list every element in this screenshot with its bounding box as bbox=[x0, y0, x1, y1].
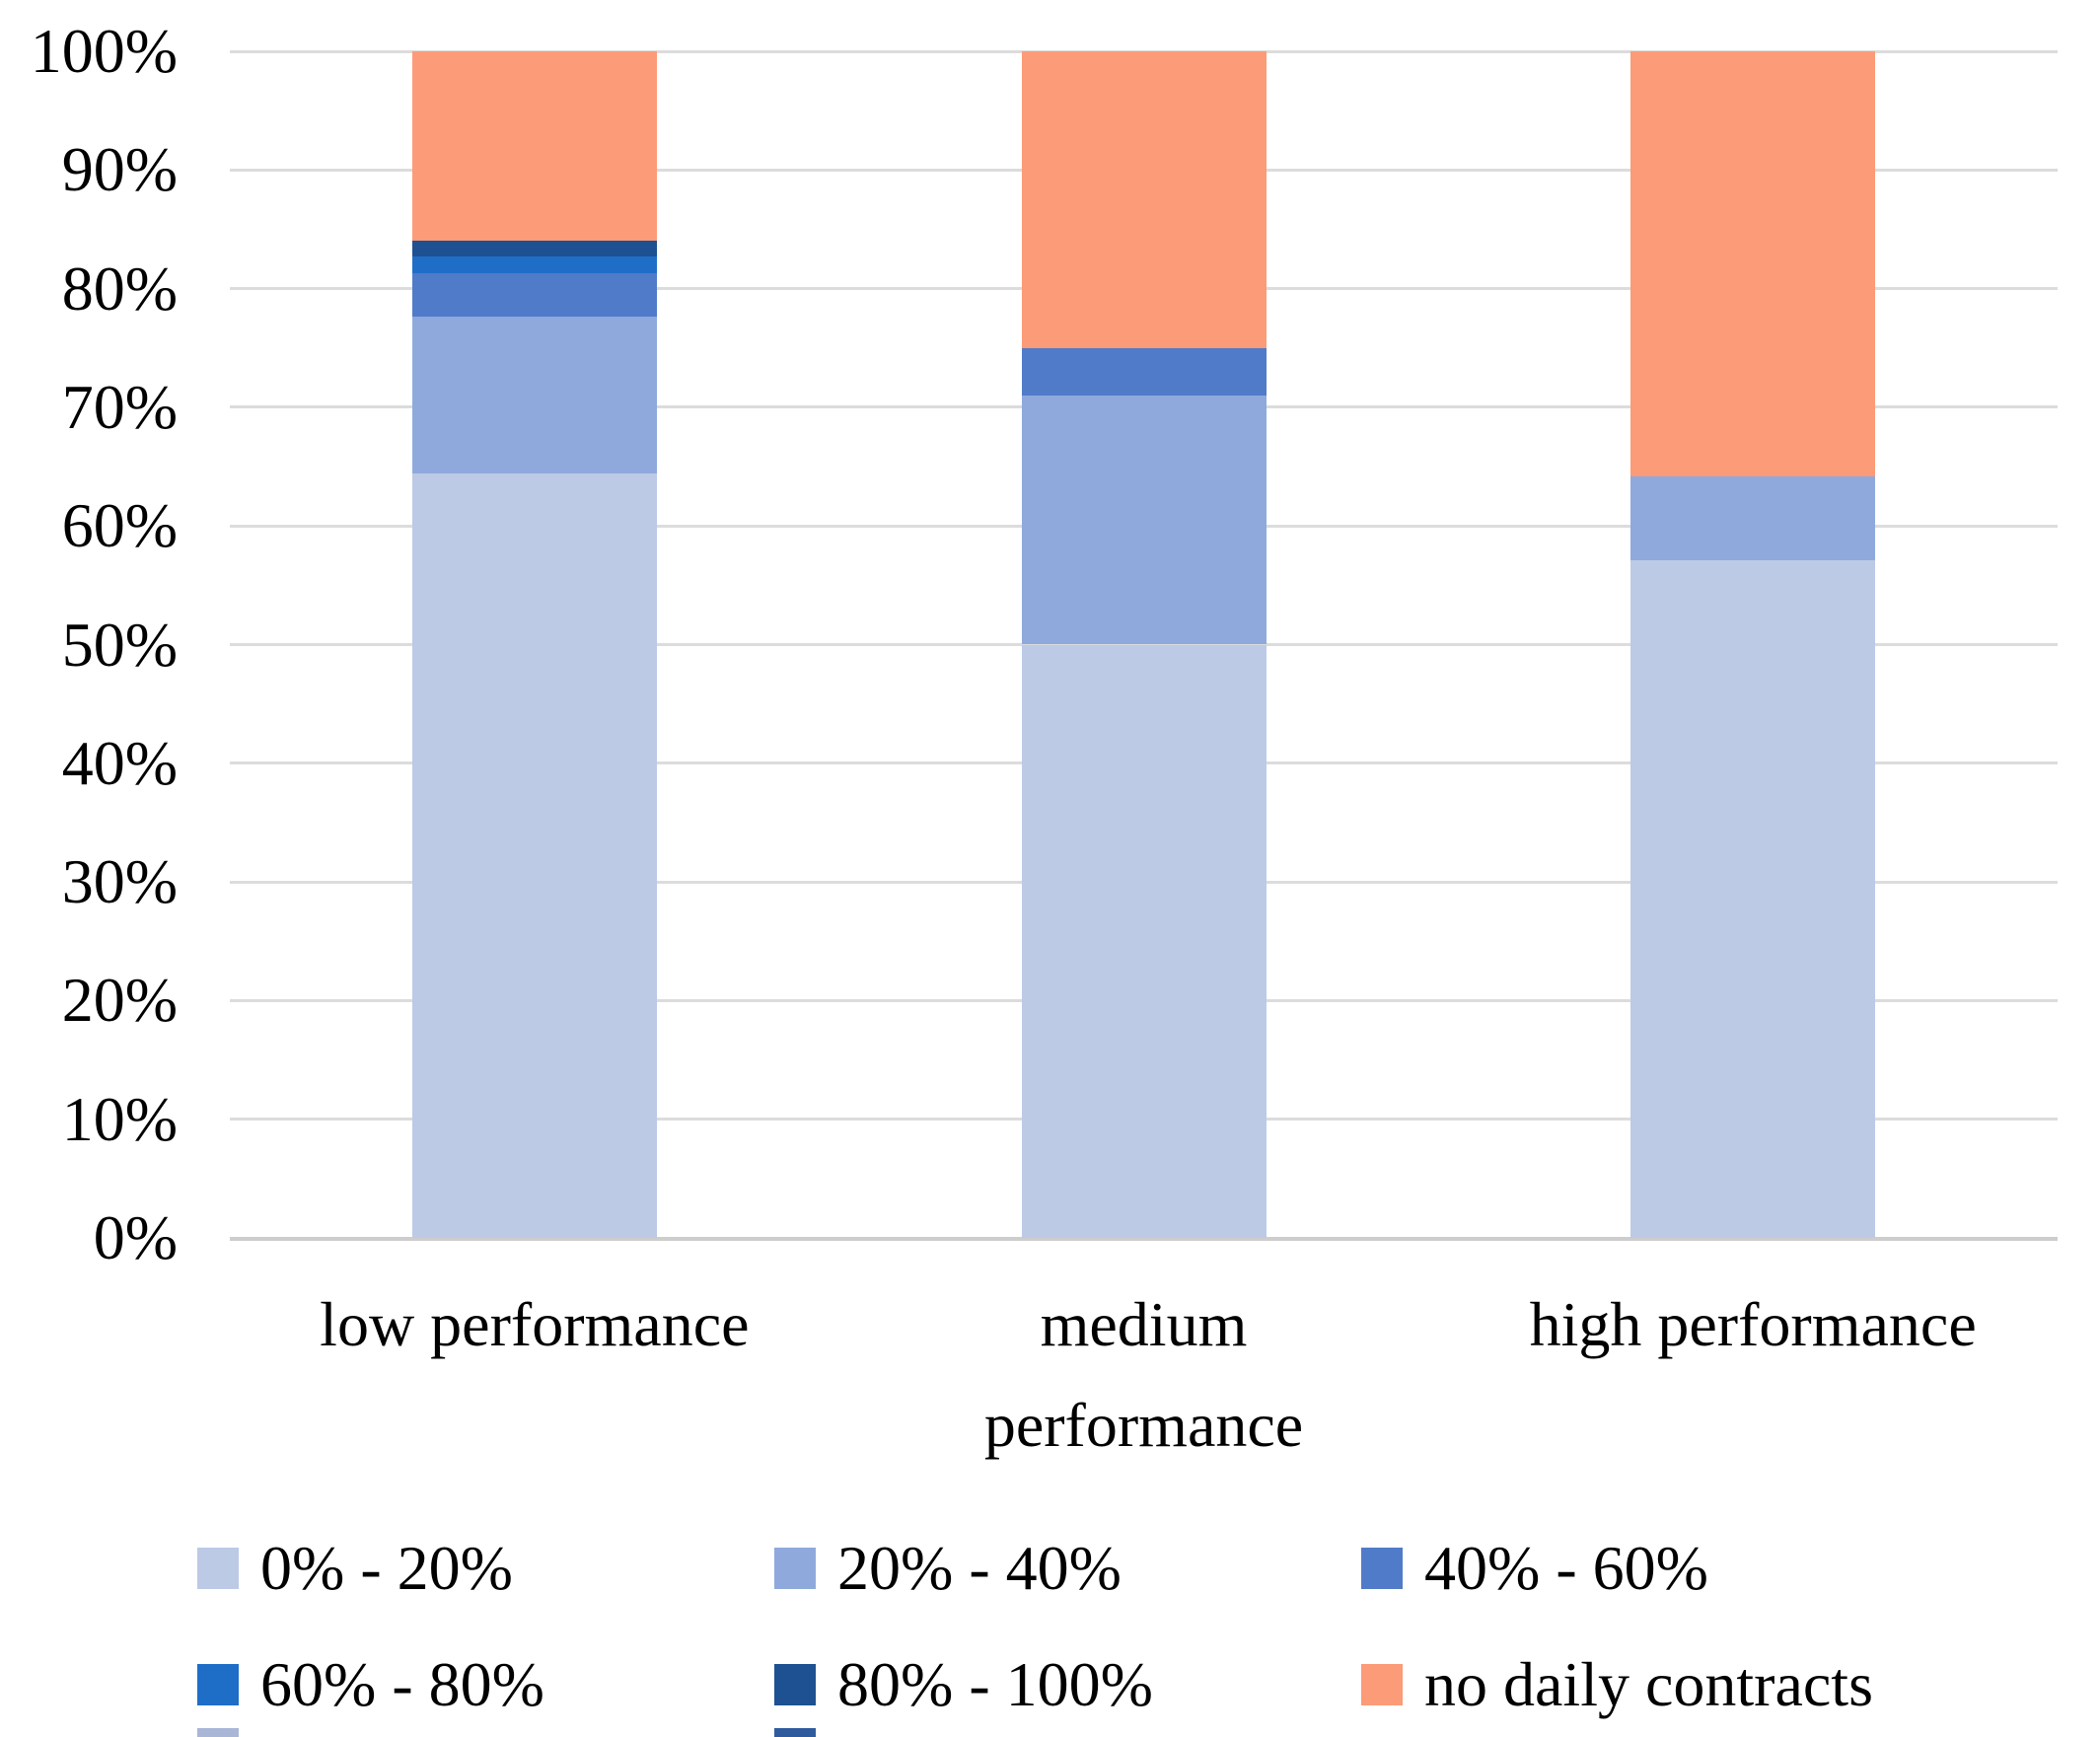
y-tick-label: 0% bbox=[93, 1202, 178, 1272]
category-label-low-performance: low performance bbox=[230, 1274, 839, 1375]
legend-swatch-icon bbox=[1361, 1664, 1403, 1705]
y-tick-label: 100% bbox=[30, 16, 178, 86]
y-tick-label: 60% bbox=[61, 490, 178, 561]
y-tick-label: 80% bbox=[61, 253, 178, 324]
y-tick-label: 20% bbox=[61, 965, 178, 1036]
legend-item-60-80: 60% - 80% bbox=[197, 1626, 544, 1737]
bar-segment-80-100-low-performance bbox=[411, 241, 657, 257]
category-label-high-performance: high performance bbox=[1448, 1274, 2058, 1375]
bar-segment-nodailycontracts-medium-performance bbox=[1021, 51, 1267, 348]
bar-segment-40-60-low-performance bbox=[411, 272, 657, 318]
legend-label: 80% - 100% bbox=[837, 1649, 1153, 1719]
y-tick-label: 70% bbox=[61, 371, 178, 442]
bar-segment-20-40-high-performance bbox=[1630, 475, 1876, 561]
y-tick-label: 40% bbox=[61, 727, 178, 798]
category-label-line: high performance bbox=[1529, 1289, 1977, 1359]
bar-medium-performance bbox=[1021, 51, 1267, 1238]
bar-segment-0-20-medium-performance bbox=[1021, 644, 1267, 1238]
category-label-line: performance bbox=[983, 1390, 1304, 1460]
y-tick-label: 50% bbox=[61, 609, 178, 680]
cropped-legend-swatch-sliver bbox=[197, 1728, 239, 1737]
bar-high-performance bbox=[1630, 51, 1876, 1238]
category-label-medium-performance: medium performance bbox=[839, 1274, 1449, 1476]
legend-item-0-20: 0% - 20% bbox=[197, 1509, 513, 1628]
legend-swatch-icon bbox=[197, 1548, 239, 1589]
legend-label: 20% - 40% bbox=[837, 1533, 1122, 1603]
y-tick-label: 90% bbox=[61, 134, 178, 205]
legend-item-20-40: 20% - 40% bbox=[774, 1509, 1122, 1628]
legend-swatch-icon bbox=[774, 1548, 816, 1589]
cropped-legend-swatch-sliver bbox=[774, 1728, 816, 1737]
legend-item-80-100: 80% - 100% bbox=[774, 1626, 1153, 1737]
y-tick-label: 30% bbox=[61, 846, 178, 917]
category-label-line: medium bbox=[1040, 1289, 1248, 1359]
legend-item-40-60: 40% - 60% bbox=[1361, 1509, 1708, 1628]
bar-segment-0-20-low-performance bbox=[411, 473, 657, 1238]
legend-swatch-icon bbox=[774, 1664, 816, 1705]
legend-label: 0% - 20% bbox=[260, 1533, 513, 1603]
category-label-line: low performance bbox=[320, 1289, 750, 1359]
legend-label: 60% - 80% bbox=[260, 1649, 544, 1719]
legend-item-nodailycontracts: no daily contracts bbox=[1361, 1626, 1873, 1737]
bar-low-performance bbox=[411, 51, 657, 1238]
bar-segment-20-40-medium-performance bbox=[1021, 395, 1267, 645]
bar-segment-40-60-medium-performance bbox=[1021, 347, 1267, 396]
bar-segment-nodailycontracts-low-performance bbox=[411, 51, 657, 242]
legend-swatch-icon bbox=[1361, 1548, 1403, 1589]
legend-label: no daily contracts bbox=[1424, 1649, 1873, 1719]
legend-swatch-icon bbox=[197, 1664, 239, 1705]
bar-segment-20-40-low-performance bbox=[411, 317, 657, 474]
bar-segment-nodailycontracts-high-performance bbox=[1630, 51, 1876, 476]
y-tick-label: 10% bbox=[61, 1083, 178, 1154]
legend-label: 40% - 60% bbox=[1424, 1533, 1708, 1603]
bar-segment-60-80-low-performance bbox=[411, 256, 657, 273]
bar-segment-0-20-high-performance bbox=[1630, 560, 1876, 1238]
